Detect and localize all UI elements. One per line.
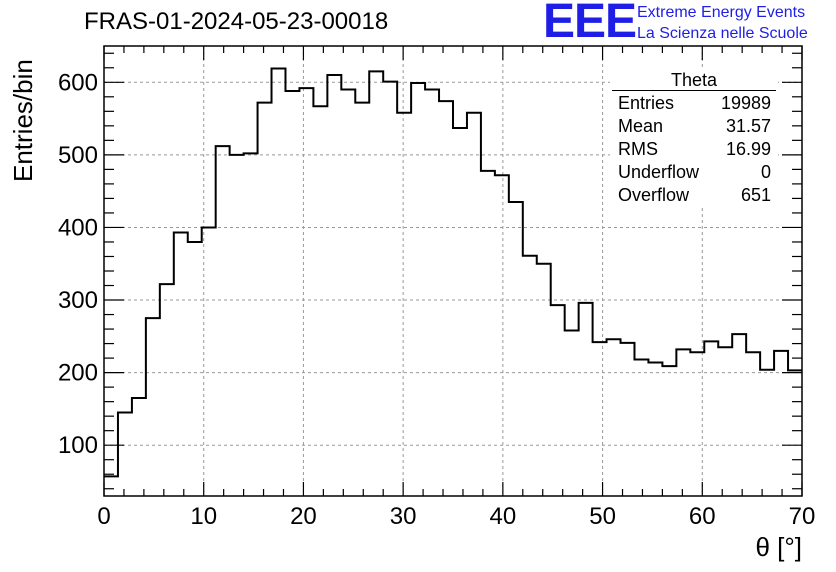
x-tick-label: 40 (490, 503, 517, 530)
logo-line-2: La Scienza nelle Scuole (637, 25, 808, 42)
tick-labels: 0 10 20 30 40 50 60 70 100 200 300 400 500 600 (58, 69, 815, 530)
x-tick-label: 60 (689, 503, 716, 530)
stats-label: Mean (618, 116, 664, 136)
stats-row-rms: RMS 16.99 (618, 139, 771, 161)
x-tick-label: 10 (190, 503, 217, 530)
y-tick-label: 200 (58, 360, 98, 387)
x-tick-label: 0 (97, 503, 110, 530)
y-axis-label: Entries/bin (8, 59, 38, 182)
histogram-series (104, 67, 802, 478)
stats-box: Theta Entries 19989 Mean 31.57 RMS 16.99… (610, 70, 778, 207)
stats-label: Overflow (618, 185, 690, 205)
x-tick-label: 70 (789, 503, 816, 530)
eee-logo: EEE (543, 0, 637, 48)
y-tick-label: 400 (58, 214, 98, 241)
y-tick-label: 100 (58, 432, 98, 459)
chart-title: FRAS-01-2024-05-23-00018 (84, 8, 389, 35)
histogram-line (104, 67, 802, 478)
stats-label: Entries (618, 93, 675, 113)
y-tick-label: 300 (58, 287, 98, 314)
y-tick-label: 500 (58, 142, 98, 169)
stats-value: 0 (760, 162, 771, 182)
axis-ticks (103, 46, 803, 496)
x-axis-label: θ [°] (755, 532, 802, 562)
stats-divider (612, 90, 776, 91)
stats-value: 31.57 (725, 116, 771, 136)
stats-value: 651 (740, 185, 771, 205)
stats-value: 19989 (720, 93, 771, 113)
stats-row-entries: Entries 19989 (618, 93, 771, 115)
x-tick-label: 50 (589, 503, 616, 530)
stats-row-underflow: Underflow 0 (618, 162, 771, 184)
y-tick-label: 600 (58, 69, 98, 96)
stats-value: 16.99 (725, 139, 771, 159)
x-tick-label: 20 (290, 503, 317, 530)
stats-row-overflow: Overflow 651 (618, 185, 771, 207)
stats-title: Theta (670, 70, 718, 90)
x-tick-label: 30 (390, 503, 417, 530)
stats-label: Underflow (618, 162, 700, 182)
stats-label: RMS (618, 139, 658, 159)
stats-row-mean: Mean 31.57 (618, 116, 771, 138)
logo-line-1: Extreme Energy Events (637, 4, 806, 21)
